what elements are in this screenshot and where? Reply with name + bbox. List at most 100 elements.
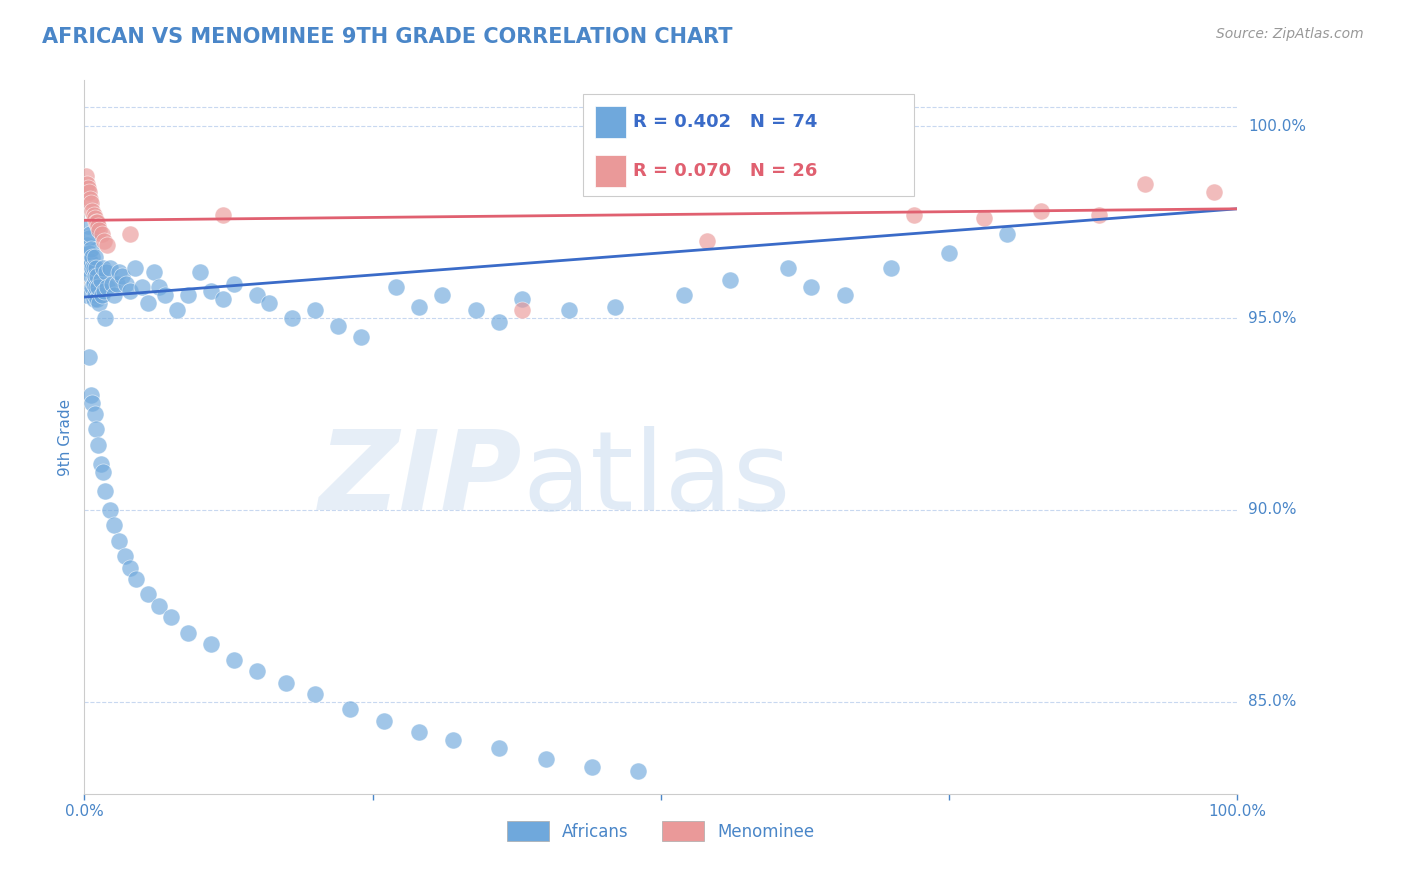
Point — [103, 518, 125, 533]
Point — [89, 223, 111, 237]
Point — [512, 292, 534, 306]
Point — [83, 208, 105, 222]
Point — [1088, 208, 1111, 222]
Point — [880, 261, 903, 276]
Point — [108, 265, 131, 279]
Point — [89, 295, 111, 310]
Point — [75, 261, 97, 276]
Point — [83, 250, 105, 264]
Point — [89, 457, 111, 471]
Point — [98, 503, 121, 517]
Point — [672, 288, 695, 302]
Point — [84, 215, 107, 229]
Point — [83, 407, 105, 421]
Point — [76, 238, 98, 252]
Point — [211, 208, 233, 222]
Point — [115, 277, 138, 291]
Point — [257, 295, 280, 310]
Point — [276, 675, 298, 690]
Text: atlas: atlas — [523, 426, 792, 533]
Point — [776, 261, 799, 276]
Point — [211, 292, 233, 306]
Text: 90.0%: 90.0% — [1249, 502, 1296, 517]
Point — [408, 725, 430, 739]
Point — [96, 280, 118, 294]
Point — [90, 227, 112, 241]
Point — [384, 280, 406, 294]
Point — [83, 292, 105, 306]
Legend: Africans, Menominee: Africans, Menominee — [499, 813, 823, 850]
Point — [177, 625, 200, 640]
Point — [82, 261, 104, 276]
Point — [718, 273, 741, 287]
Point — [834, 288, 856, 302]
Point — [177, 288, 200, 302]
Point — [87, 438, 110, 452]
Point — [77, 230, 100, 244]
Point — [93, 285, 115, 299]
Point — [98, 261, 121, 276]
Point — [91, 261, 114, 276]
Point — [84, 280, 107, 294]
Point — [224, 277, 246, 291]
Point — [103, 288, 125, 302]
Point — [86, 268, 108, 283]
Point — [160, 610, 183, 624]
Point — [124, 261, 146, 276]
Point — [82, 395, 104, 409]
Point — [339, 702, 361, 716]
Point — [84, 261, 107, 276]
Point — [136, 587, 159, 601]
Point — [800, 280, 823, 294]
Y-axis label: 9th Grade: 9th Grade — [58, 399, 73, 475]
Point — [1031, 203, 1053, 218]
Point — [79, 253, 101, 268]
Point — [87, 280, 110, 294]
Point — [627, 764, 650, 778]
Point — [89, 273, 111, 287]
Point — [75, 288, 97, 302]
Point — [148, 599, 170, 613]
Point — [136, 295, 159, 310]
Point — [80, 242, 103, 256]
Point — [83, 211, 105, 226]
Point — [995, 227, 1018, 241]
Point — [188, 265, 211, 279]
Point — [83, 268, 105, 283]
Point — [304, 303, 326, 318]
Point — [105, 277, 128, 291]
Point — [1204, 185, 1226, 199]
Text: 95.0%: 95.0% — [1249, 310, 1296, 326]
Point — [84, 422, 107, 436]
Point — [120, 227, 142, 241]
Point — [120, 560, 142, 574]
Point — [77, 350, 100, 364]
Point — [166, 303, 188, 318]
Text: R = 0.402   N = 74: R = 0.402 N = 74 — [633, 113, 817, 131]
Point — [83, 288, 105, 302]
Point — [512, 303, 534, 318]
Point — [87, 219, 110, 233]
Point — [90, 288, 112, 302]
Text: R = 0.070   N = 26: R = 0.070 N = 26 — [633, 161, 817, 179]
Point — [903, 208, 925, 222]
Point — [557, 303, 579, 318]
Point — [430, 288, 453, 302]
Point — [93, 235, 115, 249]
Point — [153, 288, 176, 302]
Point — [200, 285, 222, 299]
Point — [465, 303, 488, 318]
Text: 100.0%: 100.0% — [1249, 119, 1306, 134]
Point — [94, 483, 117, 498]
Point — [91, 465, 114, 479]
Point — [350, 330, 373, 344]
Point — [86, 215, 108, 229]
Point — [80, 388, 103, 402]
Point — [79, 192, 101, 206]
Point — [488, 740, 510, 755]
Point — [76, 180, 98, 194]
Point — [86, 292, 108, 306]
Point — [79, 227, 101, 241]
Point — [246, 288, 269, 302]
Point — [75, 169, 97, 184]
